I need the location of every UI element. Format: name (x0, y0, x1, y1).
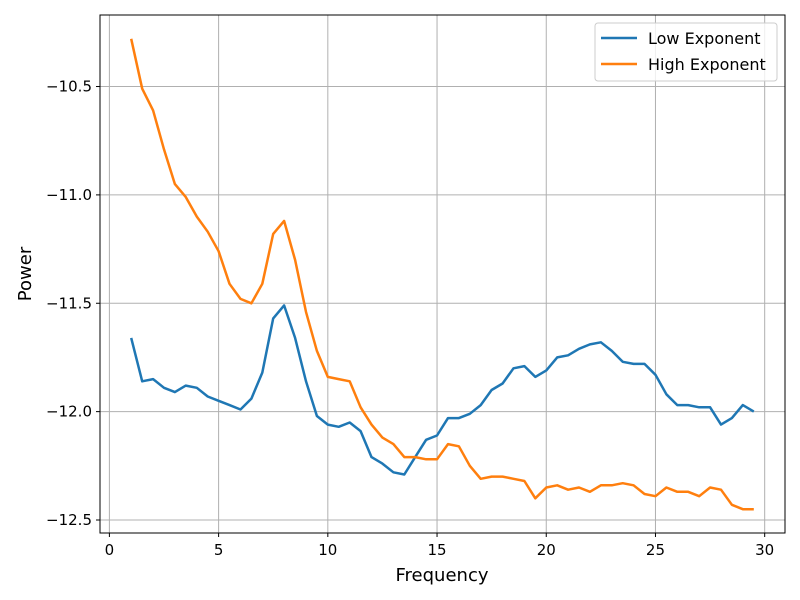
y-tick-label: −12.5 (46, 511, 92, 529)
legend-box (594, 22, 778, 82)
grid (100, 15, 785, 533)
x-tick-label: 15 (427, 541, 446, 559)
series-line-high-exponent (129, 38, 754, 511)
x-tick-label: 0 (105, 541, 115, 559)
plot-frame (99, 14, 786, 534)
y-tick-label: −10.5 (46, 78, 92, 96)
series-line-low-exponent (129, 304, 755, 476)
x-tick-label: 5 (214, 541, 224, 559)
y-tick-label: −11.5 (46, 294, 92, 312)
y-tick-label: −11.0 (46, 186, 92, 204)
y-axis-label: Power (15, 246, 36, 301)
y-tick-label: −12.0 (46, 403, 92, 421)
x-tick-label: 25 (646, 541, 665, 559)
series-lines (129, 38, 755, 511)
ticks: 0 5 10 15 20 25 30 −10.5 −11.0 −11.5 −12.0 −12.5 (46, 78, 774, 559)
x-tick-label: 20 (537, 541, 556, 559)
x-axis-label: Frequency (396, 565, 489, 586)
legend-label-low-exponent: Low Exponent (648, 29, 761, 48)
legend-label-high-exponent: High Exponent (648, 55, 766, 74)
legend: Low Exponent High Exponent (594, 22, 778, 82)
x-tick-label: 30 (755, 541, 774, 559)
x-tick-label: 10 (318, 541, 337, 559)
